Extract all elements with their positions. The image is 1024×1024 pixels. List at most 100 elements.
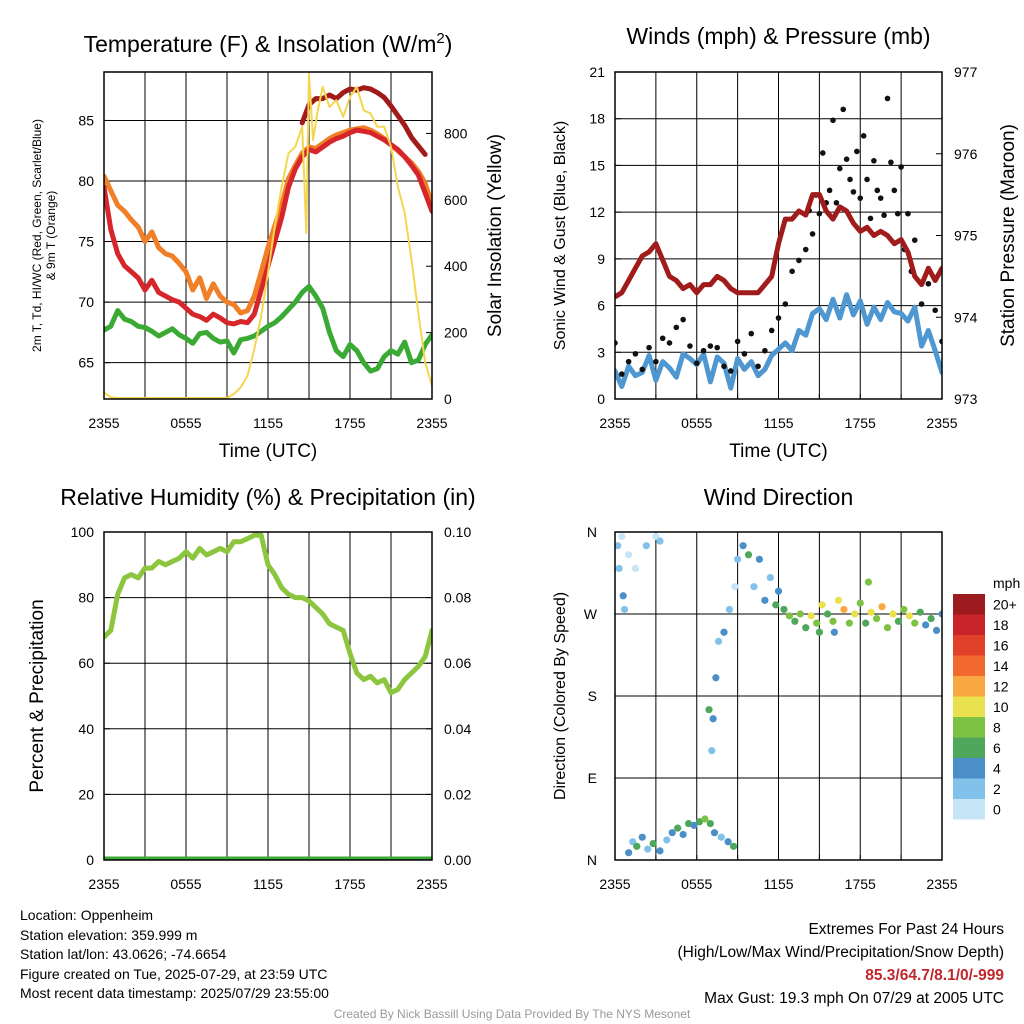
gust-point bbox=[673, 324, 680, 331]
y-tick-label: 20 bbox=[78, 786, 94, 802]
gust-point bbox=[819, 150, 826, 156]
direction-point bbox=[744, 551, 753, 559]
legend-swatch bbox=[953, 737, 985, 758]
direction-point bbox=[894, 617, 903, 625]
direction-point bbox=[734, 555, 742, 563]
legend-title: mph bbox=[993, 575, 1020, 591]
y-tick-label: N bbox=[587, 852, 597, 868]
direction-point bbox=[802, 624, 810, 632]
x-tick-label: 2355 bbox=[416, 415, 447, 431]
direction-point bbox=[755, 555, 764, 563]
direction-point bbox=[725, 605, 734, 614]
gust-point bbox=[918, 301, 925, 307]
extremes-box: Extremes For Past 24 Hours (High/Low/Max… bbox=[678, 918, 1005, 1010]
chart-title: Winds (mph) & Pressure (mb) bbox=[626, 23, 930, 49]
direction-point bbox=[772, 601, 780, 609]
direction-point bbox=[631, 564, 640, 573]
y-tick-label: 15 bbox=[589, 157, 605, 173]
gust-point bbox=[789, 268, 795, 275]
extremes-title: Extremes For Past 24 Hours bbox=[808, 921, 1004, 938]
x-tick-label: 2355 bbox=[88, 415, 119, 431]
solar-line bbox=[104, 72, 432, 399]
gust-point bbox=[925, 280, 932, 287]
legend-swatch bbox=[953, 696, 985, 717]
direction-point bbox=[932, 626, 941, 635]
gust-point bbox=[768, 327, 775, 334]
x-tick-label: 1755 bbox=[845, 415, 876, 431]
direction-point bbox=[856, 599, 864, 607]
credit-text: Created By Nick Bassill Using Data Provi… bbox=[333, 1007, 691, 1021]
gust-point bbox=[646, 344, 652, 351]
gust-point bbox=[891, 187, 898, 194]
direction-point bbox=[674, 824, 682, 832]
y2-axis-label: Station Pressure (Maroon) bbox=[998, 124, 1019, 347]
direction-point bbox=[709, 715, 717, 723]
direction-point bbox=[656, 847, 664, 855]
direction-point bbox=[615, 564, 623, 573]
x-tick-label: 2355 bbox=[88, 876, 119, 892]
y-axis-label: Direction (Colored By Speed) bbox=[552, 592, 569, 800]
direction-point bbox=[690, 821, 698, 829]
extremes-subtitle: (High/Low/Max Wind/Precipitation/Snow De… bbox=[677, 944, 1005, 961]
y2-tick-label: 200 bbox=[444, 325, 468, 341]
direction-point bbox=[927, 614, 935, 623]
direction-point bbox=[638, 833, 646, 841]
y-tick-label: 3 bbox=[597, 344, 605, 360]
plot-frame bbox=[614, 531, 943, 861]
legend-label: 10 bbox=[993, 699, 1009, 715]
direction-point bbox=[679, 830, 687, 839]
legend-label: 12 bbox=[993, 678, 1009, 694]
created-text: Figure created on Tue, 2025-07-29, at 23… bbox=[20, 965, 328, 982]
direction-point bbox=[668, 829, 676, 837]
direction-point bbox=[625, 551, 633, 559]
temp2m-line bbox=[104, 127, 432, 327]
gust-point bbox=[847, 176, 853, 183]
y-tick-label: 6 bbox=[597, 298, 605, 314]
gust-point bbox=[898, 164, 904, 170]
y2-tick-label: 0.10 bbox=[444, 524, 471, 540]
direction-point bbox=[642, 542, 650, 550]
direction-point bbox=[766, 573, 774, 582]
direction-point bbox=[796, 610, 804, 618]
gust-point bbox=[816, 210, 823, 217]
direction-point bbox=[791, 617, 799, 625]
direction-point bbox=[864, 578, 873, 586]
direction-point bbox=[823, 610, 832, 618]
y2-tick-label: 0.08 bbox=[444, 590, 471, 606]
y2-tick-label: 600 bbox=[444, 192, 468, 208]
gust-point bbox=[809, 231, 816, 237]
y-tick-label: 9 bbox=[597, 251, 605, 267]
direction-point bbox=[720, 628, 728, 636]
direction-point bbox=[649, 840, 657, 848]
direction-point bbox=[774, 587, 783, 595]
gust-point bbox=[864, 176, 870, 183]
legend-swatch bbox=[953, 614, 985, 635]
direction-point bbox=[922, 621, 930, 629]
extremes-values: 85.3/64.7/8.1/0/-999 bbox=[865, 967, 1004, 984]
y2-tick-label: 0 bbox=[444, 391, 452, 407]
gust-point bbox=[881, 212, 887, 219]
legend-swatch bbox=[953, 594, 985, 615]
direction-point bbox=[867, 608, 875, 616]
direction-point bbox=[633, 842, 641, 850]
direction-point bbox=[706, 819, 714, 828]
humidity-panel: Relative Humidity (%) & Precipitation (i… bbox=[27, 484, 476, 892]
y-tick-label: 80 bbox=[78, 590, 94, 606]
y-tick-label: 0 bbox=[86, 852, 94, 868]
direction-point bbox=[840, 605, 848, 614]
direction-point bbox=[656, 537, 664, 545]
y2-tick-label: 975 bbox=[954, 228, 978, 244]
direction-point bbox=[916, 608, 924, 616]
direction-point bbox=[731, 583, 739, 591]
gust-point bbox=[748, 330, 755, 337]
y2-tick-label: 0.04 bbox=[444, 721, 471, 737]
gust-point bbox=[826, 187, 833, 194]
plot-frame bbox=[103, 71, 433, 400]
legend-label: 0 bbox=[993, 801, 1001, 817]
y-tick-label: 60 bbox=[78, 655, 94, 671]
location-text: Location: Oppenheim bbox=[20, 907, 154, 923]
y-tick-label: N bbox=[587, 524, 597, 540]
gust-point bbox=[796, 257, 802, 264]
x-axis-label: Time (UTC) bbox=[219, 441, 318, 462]
